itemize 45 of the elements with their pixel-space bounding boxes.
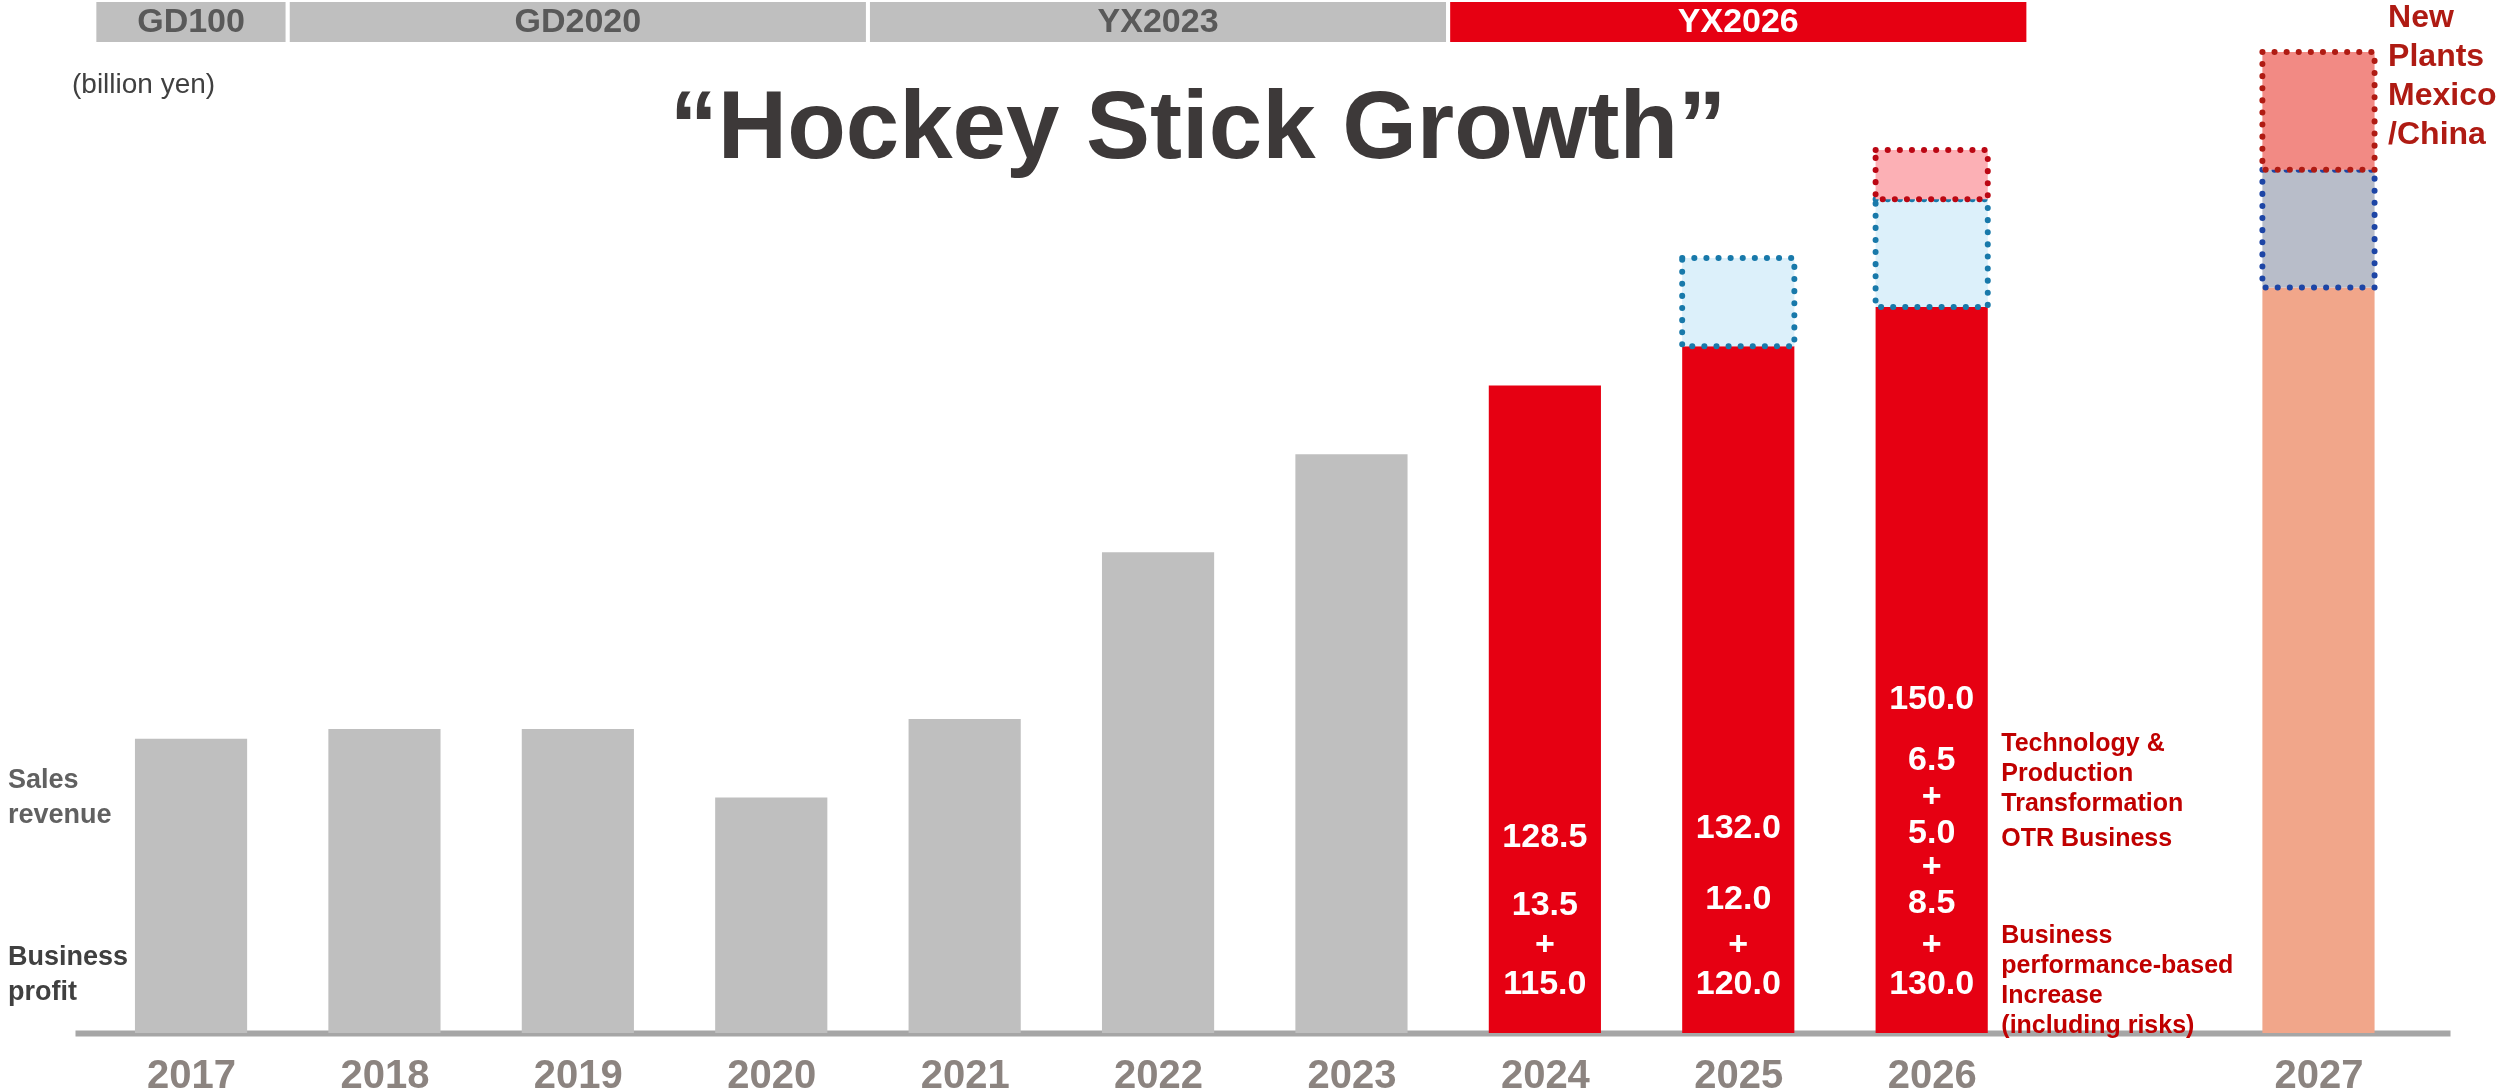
annotation: 128.5 <box>1502 816 1588 854</box>
annotation: 115.0 <box>1503 963 1587 1001</box>
x-tick-label: 2018 <box>340 1051 430 1092</box>
x-tick-label: 2024 <box>1500 1051 1591 1092</box>
annotation: + <box>1921 924 1942 962</box>
x-tick-label: 2027 <box>2274 1051 2364 1092</box>
bar <box>134 738 248 1033</box>
bar <box>715 797 828 1033</box>
bar <box>521 728 634 1033</box>
bar <box>1295 454 1408 1033</box>
x-tick-label: 2026 <box>1887 1051 1977 1092</box>
annotation: + <box>1728 924 1749 962</box>
annotation: + <box>1921 776 1942 814</box>
x-tick-label: 2025 <box>1694 1051 1784 1092</box>
x-tick-label: 2020 <box>727 1051 817 1092</box>
annotation: 120.0 <box>1695 963 1781 1001</box>
x-tick-label: 2023 <box>1307 1051 1397 1092</box>
x-tick-label: 2019 <box>533 1051 623 1092</box>
text: GD2020 <box>514 1 642 39</box>
x-tick-label: 2017 <box>147 1051 237 1092</box>
annotation: 13.5 <box>1511 884 1578 922</box>
annotation: (billion yen) <box>72 68 216 99</box>
bar <box>328 728 441 1033</box>
series-label: Sales revenue <box>8 763 112 829</box>
text: GD100 <box>137 1 245 39</box>
text: YX2023 <box>1097 1 1219 39</box>
chart-title: “Hockey Stick Growth” <box>669 71 1727 178</box>
annotation: Technology & Production Transformation <box>2001 728 2184 816</box>
annotation: 8.5 <box>1908 882 1956 920</box>
bar <box>1101 552 1215 1033</box>
annotation: Business performance-based Increase (including risks) <box>2001 920 2234 1038</box>
bar <box>1488 385 1601 1033</box>
annotation: 132.0 <box>1695 807 1781 845</box>
annotation: + <box>1534 924 1555 962</box>
annotation: 130.0 <box>1889 963 1975 1001</box>
x-tick-label: 2021 <box>920 1051 1010 1092</box>
annotation: 12.0 <box>1705 878 1772 916</box>
annotation: Business profit <box>8 941 129 1006</box>
annotation: OTR Business <box>2001 823 2173 851</box>
annotation: 6.5 <box>1908 739 1956 777</box>
bar <box>908 719 1021 1033</box>
text: YX2026 <box>1677 1 1799 39</box>
annotation: 150.0 <box>1889 678 1975 716</box>
x-tick-label: 2022 <box>1114 1051 1204 1092</box>
series-label: New Plants Mexico /China <box>2388 0 2497 151</box>
